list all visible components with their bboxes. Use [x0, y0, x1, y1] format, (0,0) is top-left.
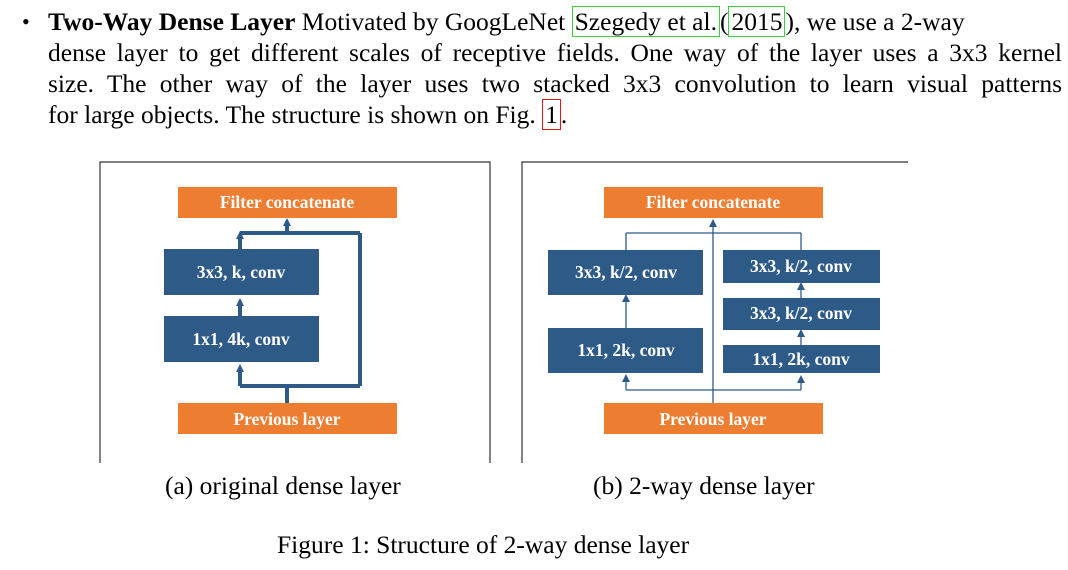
conv1x1-box	[164, 316, 319, 362]
previous-layer-box	[178, 403, 397, 434]
filter-concatenate-label: Filter concatenate	[646, 192, 781, 212]
left-conv3x3-label: 3x3, k/2, conv	[575, 262, 677, 282]
left-conv3x3-box	[548, 250, 703, 295]
left-conv1x1-label: 1x1, 2k, conv	[577, 340, 674, 360]
term-heading: Two-Way Dense Layer	[48, 7, 296, 36]
conv3x3-box	[164, 249, 319, 295]
right-conv1x1-label: 1x1, 2k, conv	[752, 349, 849, 369]
filter-concatenate-box	[604, 187, 823, 218]
citation-link-year[interactable]: 2015	[728, 6, 786, 37]
left-conv1x1-box	[548, 328, 703, 373]
paragraph-text: ), we use a 2-way	[785, 7, 965, 36]
figure-a-frame	[99, 161, 491, 463]
filter-concatenate-label: Filter concatenate	[220, 192, 355, 212]
right-conv3x3-mid-box	[723, 298, 880, 330]
previous-layer-label: Previous layer	[233, 409, 340, 429]
right-conv3x3-mid-label: 3x3, k/2, conv	[750, 303, 852, 323]
right-conv3x3-top-box	[723, 250, 880, 283]
right-conv1x1-box	[723, 345, 880, 373]
paragraph-line-2: dense layer to get different scales of r…	[48, 38, 1062, 67]
previous-layer-label: Previous layer	[659, 409, 766, 429]
subcaption-a: (a) original dense layer	[165, 471, 401, 500]
figure-caption: Figure 1: Structure of 2-way dense layer	[277, 530, 690, 559]
bullet: •	[22, 9, 30, 34]
previous-layer-box	[604, 403, 823, 434]
paragraph-text: Motivated by GoogLeNet	[301, 7, 566, 36]
conv1x1-label: 1x1, 4k, conv	[192, 329, 289, 349]
paren: (	[719, 7, 729, 36]
paragraph-line-4: for large objects. The structure is show…	[48, 99, 567, 130]
filter-concatenate-box	[178, 187, 397, 218]
citation-link-author[interactable]: Szegedy et al.	[571, 6, 720, 37]
figure-ref-link[interactable]: 1	[542, 99, 561, 130]
figure-a-connectors	[236, 218, 362, 403]
subcaption-b: (b) 2-way dense layer	[593, 471, 815, 500]
figure-b: Filter concatenate 3x3, k/2, conv 1x1, 2…	[521, 161, 908, 463]
figure-a: Filter concatenate 3x3, k, conv 1x1, 4k,…	[99, 161, 491, 463]
figure-b-frame	[521, 161, 908, 463]
figure-b-connectors	[622, 219, 805, 403]
right-conv3x3-top-label: 3x3, k/2, conv	[750, 256, 852, 276]
conv3x3-label: 3x3, k, conv	[197, 262, 286, 282]
paragraph-text: .	[560, 100, 568, 129]
paragraph-line-3: size. The other way of the layer uses tw…	[48, 69, 1062, 98]
paragraph-line-1: Two-Way Dense Layer Motivated by GoogLeN…	[48, 6, 965, 37]
paragraph-text: for large objects. The structure is show…	[48, 100, 536, 129]
